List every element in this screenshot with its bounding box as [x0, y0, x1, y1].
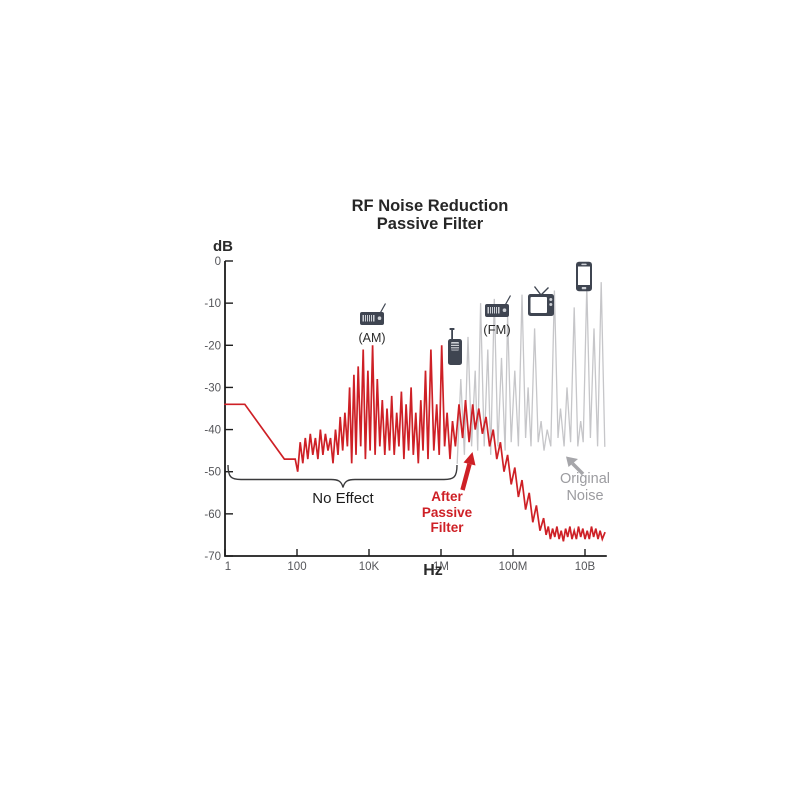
- smartphone-icon: [575, 261, 593, 292]
- x-axis-unit-label: Hz: [411, 562, 455, 580]
- y-axis-unit-label: dB: [205, 238, 241, 255]
- radio-am-icon: [358, 303, 388, 326]
- original-noise-line-2: Noise: [544, 488, 626, 505]
- fm-band-label: (FM): [469, 322, 525, 337]
- title-line-1: RF Noise Reduction: [230, 197, 630, 215]
- am-band-label: (AM): [344, 331, 400, 345]
- tv-icon: [526, 284, 556, 318]
- after-filter-line-1: After: [407, 489, 487, 505]
- original-noise-label: Original Noise: [544, 471, 626, 505]
- after-filter-arrow: [463, 452, 476, 490]
- original-noise-line-1: Original: [544, 471, 626, 488]
- radio-fm-icon: [483, 295, 513, 318]
- after-filter-line-2: Passive: [407, 505, 487, 521]
- chart-overlay: [0, 0, 800, 800]
- walkie-talkie-icon: [446, 327, 464, 367]
- after-passive-filter-label: After Passive Filter: [407, 489, 487, 536]
- no-effect-brace: [228, 465, 457, 488]
- no-effect-label: No Effect: [283, 490, 403, 507]
- title-line-2: Passive Filter: [230, 215, 630, 233]
- figure-canvas: 0-10-20-30-40-50-60-70110010K1M100M10B R…: [0, 0, 800, 800]
- page-title: RF Noise Reduction Passive Filter: [230, 197, 630, 233]
- after-filter-line-3: Filter: [407, 520, 487, 536]
